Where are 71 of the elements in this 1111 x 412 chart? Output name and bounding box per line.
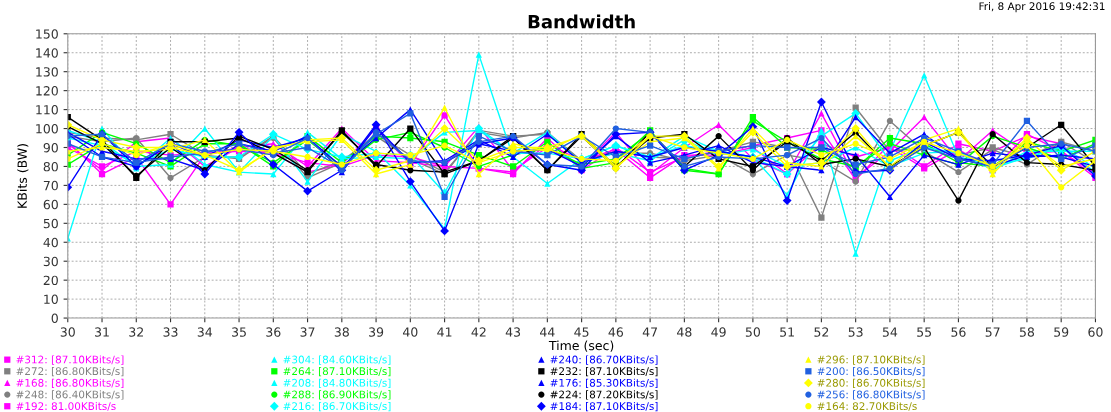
x-tick-label: 35 xyxy=(232,327,246,337)
x-tick-label: 54 xyxy=(882,327,898,337)
x-tick-label: 31 xyxy=(95,327,109,337)
legend-label: #288: [86.90KBits/s] xyxy=(283,390,391,400)
x-tick-label: 44 xyxy=(540,327,555,337)
legend-label: #256: [86.80KBits/s] xyxy=(817,390,925,400)
x-tick-label: 39 xyxy=(369,327,384,337)
x-tick-label: 50 xyxy=(745,327,761,337)
y-tick-label: 30 xyxy=(43,256,58,267)
x-tick-label: 40 xyxy=(402,327,418,337)
legend-label: #224: [87.20KBits/s] xyxy=(550,390,658,400)
x-tick-label: 59 xyxy=(1054,327,1069,337)
y-tick-label: 10 xyxy=(44,294,58,305)
x-tick-label: 56 xyxy=(951,327,966,337)
y-tick-label: 120 xyxy=(36,86,58,96)
chart-title: Bandwidth xyxy=(528,14,635,29)
y-tick-label: 50 xyxy=(43,218,58,229)
legend-label: #200: [86.50KBits/s] xyxy=(817,367,925,377)
x-tick-label: 37 xyxy=(300,327,315,337)
legend-label: #240: [86.70KBits/s] xyxy=(550,355,658,365)
x-tick-label: 51 xyxy=(780,327,794,337)
x-tick-label: 58 xyxy=(1019,327,1035,337)
y-tick-label: 150 xyxy=(36,29,58,39)
x-tick-label: 47 xyxy=(642,327,657,337)
text: Fri, 8 Apr 2016 19:42:31 xyxy=(979,2,1105,13)
legend-label: #312: [87.10KBits/s] xyxy=(16,355,124,365)
x-tick-label: 48 xyxy=(677,327,692,337)
x-tick-label: 43 xyxy=(505,327,521,337)
legend-label: #232: [87.10KBits/s] xyxy=(550,367,658,377)
legend-label: #164: 82.70KBits/s xyxy=(817,401,917,411)
x-tick-label: 41 xyxy=(437,327,452,337)
x-tick-label: 53 xyxy=(848,327,863,337)
x-axis-title: Time (sec) xyxy=(548,340,614,352)
y-tick-label: 70 xyxy=(43,180,58,191)
legend-label: #264: [87.10KBits/s] xyxy=(283,367,391,377)
y-tick-label: 0 xyxy=(51,313,58,323)
legend-label: #216: [86.70KBits/s] xyxy=(283,401,391,412)
y-tick-label: 140 xyxy=(36,48,58,58)
legend-label: #280: [86.70KBits/s] xyxy=(817,378,925,388)
y-tick-label: 100 xyxy=(36,124,58,134)
legend-label: #208: [84.80KBits/s] xyxy=(283,378,391,388)
legend-label: #304: [84.60KBits/s] xyxy=(283,355,391,365)
x-tick-label: 52 xyxy=(814,327,829,337)
x-tick-label: 46 xyxy=(608,327,624,337)
x-tick-label: 38 xyxy=(334,327,349,337)
x-tick-label: 36 xyxy=(266,327,281,337)
legend-label: #296: [87.10KBits/s] xyxy=(817,355,925,365)
y-tick-label: 80 xyxy=(43,161,58,172)
y-tick-label: 110 xyxy=(36,105,58,115)
x-tick-label: 55 xyxy=(917,327,932,337)
x-tick-label: 33 xyxy=(163,327,178,337)
y-tick-label: 40 xyxy=(43,237,58,248)
x-tick-label: 34 xyxy=(197,327,213,337)
x-tick-label: 32 xyxy=(129,327,143,337)
x-tick-label: 49 xyxy=(711,327,726,337)
x-tick-label: 42 xyxy=(471,327,486,337)
legend-label: #272: [86.80KBits/s] xyxy=(16,367,124,377)
y-tick-label: 20 xyxy=(43,275,58,286)
legend-label: #192: 81.00KBits/s xyxy=(16,401,116,411)
legend-label: #176: [85.30KBits/s] xyxy=(550,378,658,388)
x-tick-label: 60 xyxy=(1088,327,1103,337)
x-tick-label: 30 xyxy=(60,327,75,337)
y-tick-label: 60 xyxy=(43,199,58,210)
legend-label: #248: [86.40KBits/s] xyxy=(16,390,124,400)
legend-label: #184: [87.10KBits/s] xyxy=(550,401,658,412)
y-tick-label: 90 xyxy=(43,142,58,153)
legend-label: #168: [86.80KBits/s] xyxy=(16,378,124,388)
x-tick-label: 57 xyxy=(985,327,1000,337)
y-axis-title: KBits (BW) xyxy=(17,144,29,208)
y-tick-label: 130 xyxy=(36,67,58,77)
x-tick-label: 45 xyxy=(574,327,589,337)
